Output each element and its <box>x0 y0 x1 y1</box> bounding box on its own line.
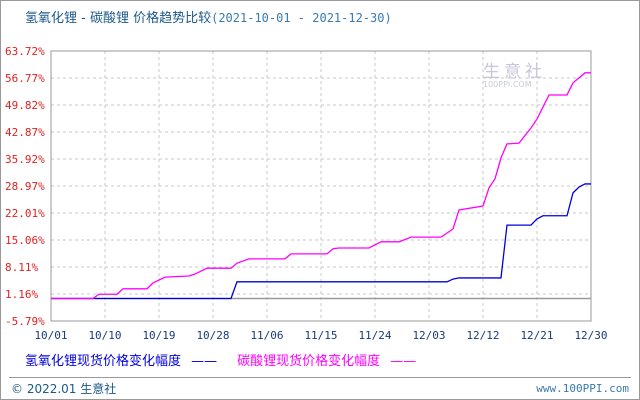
y-tick-label: 63.72% <box>5 45 45 58</box>
y-tick-label: 35.92% <box>5 153 45 166</box>
chart-title: 氢氧化锂 - 碳酸锂 价格趋势比较(2021-10-01 - 2021-12-3… <box>25 7 392 26</box>
plot-frame <box>50 50 592 322</box>
y-tick-label: -5.79% <box>5 315 45 328</box>
series-line-1 <box>51 72 591 300</box>
site-link[interactable]: www.100PPI.com <box>536 382 629 395</box>
date-range: (2021-10-01 - 2021-12-30) <box>211 11 392 25</box>
series-line-0 <box>51 183 591 300</box>
x-tick-label: 10/19 <box>142 329 175 342</box>
y-tick-label: 42.87% <box>5 126 45 139</box>
legend-swatch: —— <box>187 354 218 369</box>
y-tick-label: 22.01% <box>5 207 45 220</box>
y-tick-label: 49.82% <box>5 99 45 112</box>
x-tick-label: 10/10 <box>88 329 121 342</box>
legend-label: 碳酸锂现货价格变化幅度 <box>237 354 381 369</box>
legend-swatch: —— <box>386 354 417 369</box>
y-tick-label: 1.16% <box>5 288 38 301</box>
legend-item: 氢氧化锂现货价格变化幅度 —— <box>25 354 223 369</box>
x-tick-label: 10/01 <box>34 329 67 342</box>
x-tick-label: 11/24 <box>358 329 391 342</box>
x-tick-label: 12/03 <box>412 329 445 342</box>
y-tick-label: 28.97% <box>5 180 45 193</box>
x-tick-label: 12/21 <box>520 329 553 342</box>
x-tick-label: 11/15 <box>304 329 337 342</box>
y-tick-label: 8.11% <box>5 261 38 274</box>
y-tick-label: 15.06% <box>5 234 45 247</box>
y-tick-label: 56.77% <box>5 72 45 85</box>
watermark-logo: 生意社 100PPI.COM <box>483 57 546 89</box>
watermark-name: 生意社 <box>483 62 546 82</box>
legend-label: 氢氧化锂现货价格变化幅度 <box>25 354 182 369</box>
x-tick-label: 12/12 <box>466 329 499 342</box>
title-text: 氢氧化锂 - 碳酸锂 价格趋势比较 <box>25 11 212 26</box>
copyright: © 2022.01 生意社 <box>11 382 117 396</box>
footer-divider <box>9 377 631 378</box>
legend-item: 碳酸锂现货价格变化幅度 —— <box>237 354 422 369</box>
x-tick-label: 10/28 <box>196 329 229 342</box>
legend: 氢氧化锂现货价格变化幅度 —— 碳酸锂现货价格变化幅度 —— <box>25 350 436 369</box>
watermark-sub: 100PPI.COM <box>483 80 532 89</box>
x-tick-label: 11/06 <box>250 329 283 342</box>
x-tick-label: 12/30 <box>574 329 607 342</box>
